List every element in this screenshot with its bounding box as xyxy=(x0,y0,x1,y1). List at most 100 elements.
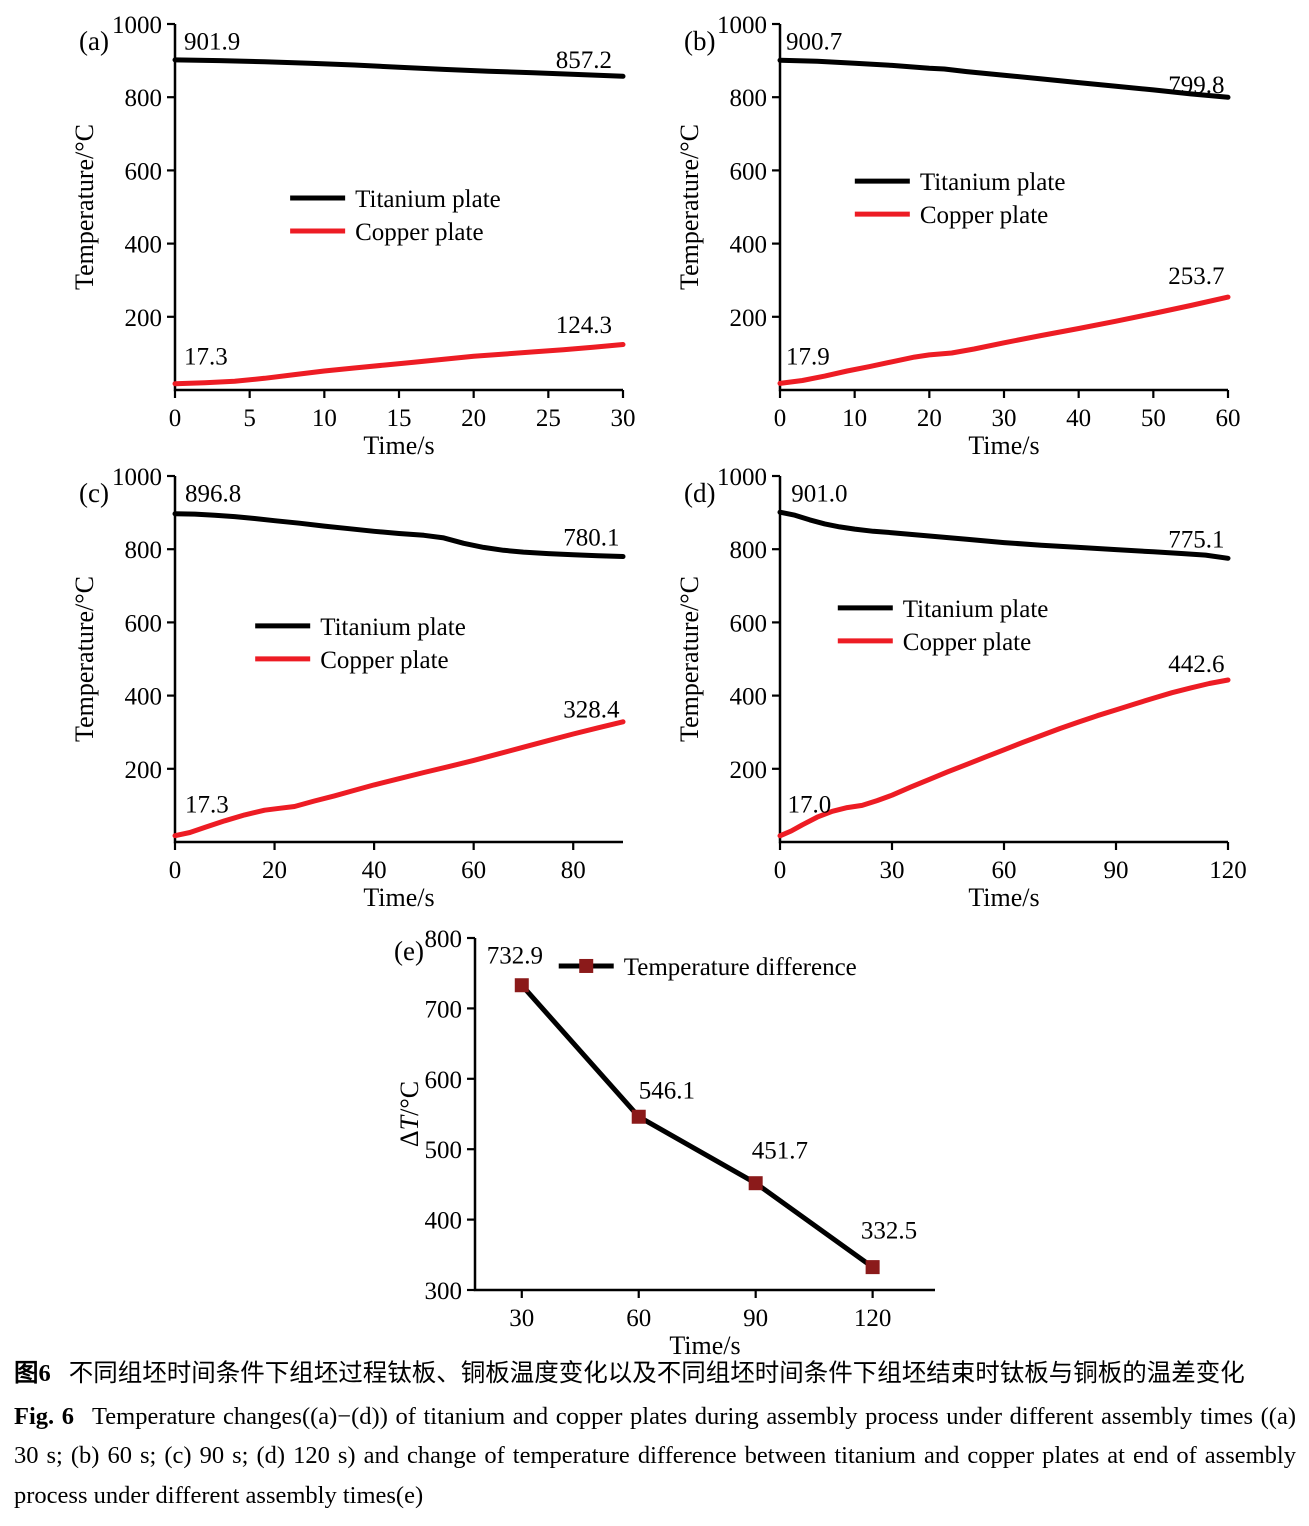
legend-label: Titanium plate xyxy=(920,169,1066,196)
caption-zh-label: 图6 xyxy=(14,1360,51,1387)
series-line-titanium-plate xyxy=(172,511,626,559)
y-tick-label: 700 xyxy=(425,996,463,1023)
y-tick-label: 200 xyxy=(730,305,768,332)
figure-caption: 图6 不同组坯时间条件下组坯过程钛板、铜板温度变化以及不同组坯时间条件下组坯结束时… xyxy=(14,1354,1296,1519)
x-axis-label: Time/s xyxy=(968,431,1039,460)
x-tick-label: 90 xyxy=(1104,857,1129,884)
y-tick-label: 1000 xyxy=(717,464,767,491)
data-label: 896.8 xyxy=(185,481,241,508)
x-tick-label: 0 xyxy=(774,405,787,432)
x-tick-label: 30 xyxy=(992,405,1017,432)
y-tick-label: 400 xyxy=(125,684,163,711)
data-label: 17.3 xyxy=(185,792,229,819)
y-tick-label: 800 xyxy=(730,537,768,564)
caption-zh-text: 不同组坯时间条件下组坯过程钛板、铜板温度变化以及不同组坯时间条件下组坯结束时钛板… xyxy=(68,1360,1245,1387)
series-marker-temperature-difference xyxy=(865,1260,880,1275)
x-tick-label: 30 xyxy=(880,857,905,884)
data-label: 328.4 xyxy=(563,697,620,724)
y-tick-label: 600 xyxy=(125,158,163,185)
data-label: 17.9 xyxy=(786,343,830,370)
series-line-titanium-plate xyxy=(777,509,1231,561)
legend-label: Temperature difference xyxy=(624,954,857,981)
x-tick-label: 120 xyxy=(1209,857,1247,884)
legend-label: Titanium plate xyxy=(903,596,1049,623)
x-tick-label: 90 xyxy=(743,1305,768,1332)
y-tick-label: 300 xyxy=(425,1278,463,1305)
caption-en: Fig. 6 Temperature changes((a)−(d)) of ti… xyxy=(14,1397,1296,1515)
y-tick-label: 600 xyxy=(730,158,768,185)
data-label: 451.7 xyxy=(752,1137,808,1164)
axis-frame xyxy=(778,476,1228,844)
y-tick-label: 600 xyxy=(425,1067,463,1094)
series-line-copper-plate xyxy=(777,294,1231,386)
y-tick-label: 400 xyxy=(125,232,163,259)
caption-zh: 图6 不同组坯时间条件下组坯过程钛板、铜板温度变化以及不同组坯时间条件下组坯结束时… xyxy=(14,1354,1296,1393)
y-tick-label: 200 xyxy=(125,305,163,332)
chart-e: 30 60 90 120 300 400 500 600 700 800 Time/s ΔT/°C (e… xyxy=(394,926,935,1360)
chart-d: 0 30 60 90 120 200 400 600 800 1000 Time/s Temperat… xyxy=(675,464,1247,912)
data-label: 253.7 xyxy=(1168,263,1224,290)
x-tick-label: 60 xyxy=(626,1305,651,1332)
x-tick-label: 120 xyxy=(854,1305,892,1332)
x-tick-label: 15 xyxy=(387,405,412,432)
data-label: 732.9 xyxy=(487,942,543,969)
x-tick-label: 40 xyxy=(362,857,387,884)
y-tick-label: 1000 xyxy=(112,464,162,491)
x-tick-label: 30 xyxy=(611,405,636,432)
y-tick-label: 400 xyxy=(730,232,768,259)
panel-label: (b) xyxy=(684,26,715,56)
chart-c: 0 20 40 60 80 200 400 600 800 1000 Time/s Temperatu… xyxy=(70,464,626,912)
chart-b: 0 10 20 30 40 50 60 200 400 600 800 1000 Time/s Tempe… xyxy=(675,12,1241,460)
x-tick-label: 20 xyxy=(461,405,486,432)
panel-label: (d) xyxy=(684,478,715,508)
data-label: 124.3 xyxy=(556,312,612,339)
x-axis-label: Time/s xyxy=(968,883,1039,912)
x-tick-label: 60 xyxy=(1216,405,1241,432)
x-tick-label: 50 xyxy=(1141,405,1166,432)
series-line-titanium-plate xyxy=(777,57,1231,100)
y-axis-label: Temperature/°C xyxy=(70,124,99,290)
y-tick-label: 200 xyxy=(125,757,163,784)
data-label: 332.5 xyxy=(861,1218,917,1245)
y-axis-label: Temperature/°C xyxy=(675,576,704,742)
x-tick-label: 40 xyxy=(1066,405,1091,432)
x-axis-label: Time/s xyxy=(669,1331,740,1360)
x-tick-label: 5 xyxy=(243,405,256,432)
data-label: 857.2 xyxy=(556,47,612,74)
series-marker-temperature-difference xyxy=(514,978,529,993)
chart-a: 0 5 10 15 20 25 30 200 400 600 800 1000 Time/s Temper… xyxy=(70,12,636,460)
y-tick-label: 600 xyxy=(125,610,163,637)
y-tick-label: 800 xyxy=(125,85,163,112)
series-line-temperature-difference xyxy=(519,982,876,1270)
legend-label: Titanium plate xyxy=(320,614,466,641)
y-axis-label: Temperature/°C xyxy=(70,576,99,742)
y-tick-label: 400 xyxy=(425,1208,463,1235)
series-line-titanium-plate xyxy=(172,57,626,79)
y-axis-label: ΔT/°C xyxy=(395,1081,424,1147)
x-tick-label: 10 xyxy=(312,405,337,432)
x-tick-label: 20 xyxy=(262,857,287,884)
x-tick-label: 60 xyxy=(992,857,1017,884)
x-tick-label: 0 xyxy=(774,857,787,884)
y-tick-label: 1000 xyxy=(717,12,767,39)
series-line-copper-plate xyxy=(172,719,626,839)
data-label: 442.6 xyxy=(1168,651,1224,678)
x-tick-label: 60 xyxy=(461,857,486,884)
series-line-copper-plate xyxy=(172,342,626,387)
y-tick-label: 200 xyxy=(730,757,768,784)
x-tick-label: 0 xyxy=(169,857,182,884)
caption-en-text: Temperature changes((a)−(d)) of titanium… xyxy=(14,1403,1296,1509)
y-tick-label: 800 xyxy=(425,926,463,953)
y-tick-label: 800 xyxy=(125,537,163,564)
data-label: 17.0 xyxy=(787,792,831,819)
y-tick-label: 600 xyxy=(730,610,768,637)
x-tick-label: 0 xyxy=(169,405,182,432)
legend-label: Copper plate xyxy=(320,647,448,674)
data-label: 775.1 xyxy=(1168,526,1224,553)
x-axis-label: Time/s xyxy=(363,431,434,460)
series-line-copper-plate xyxy=(777,677,1231,839)
data-label: 901.9 xyxy=(184,29,240,56)
panel-label: (e) xyxy=(394,936,424,966)
x-tick-label: 80 xyxy=(561,857,586,884)
